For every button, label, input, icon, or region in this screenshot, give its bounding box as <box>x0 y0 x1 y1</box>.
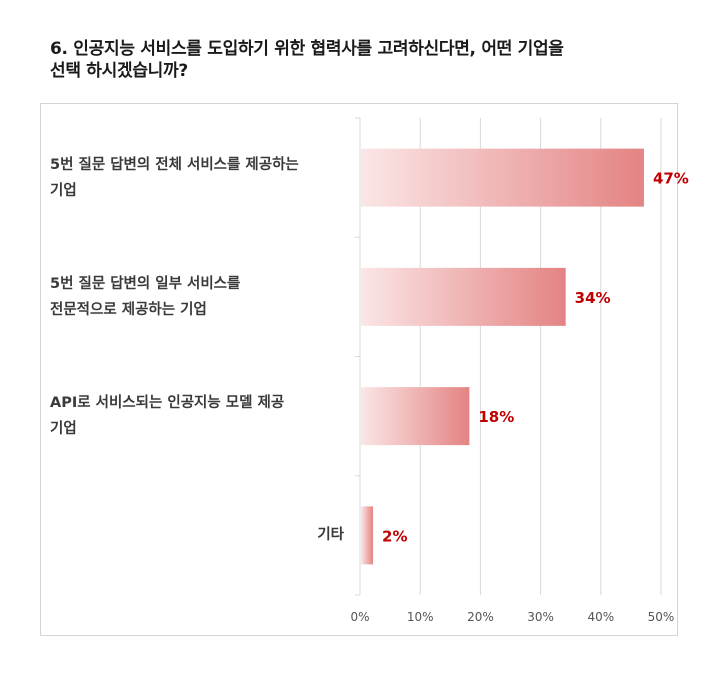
category-label-line: 기타 <box>317 527 344 544</box>
bar <box>361 387 470 446</box>
question-line-1: 6. 인공지능 서비스를 도입하기 위한 협력사를 고려하신다면, 어떤 기업을 <box>50 39 564 59</box>
x-tick-label: 20% <box>467 610 494 624</box>
bars <box>361 148 644 565</box>
x-axis-ticks: 0% 10% 20% 30% 40% 50% <box>350 610 674 624</box>
category-label: 기타 <box>50 522 344 548</box>
value-label: 34% <box>575 289 611 307</box>
question-title: 6. 인공지능 서비스를 도입하기 위한 협력사를 고려하신다면, 어떤 기업을… <box>50 38 690 82</box>
category-label-line: 기업 <box>50 421 77 438</box>
x-tick-label: 50% <box>648 610 675 624</box>
category-label-line: 전문적으로 제공하는 기업 <box>50 301 207 318</box>
bar <box>361 148 644 207</box>
category-label-line: 5번 질문 답변의 일부 서비스를 <box>50 275 241 292</box>
x-tick-label: 0% <box>350 610 369 624</box>
category-label-line: 5번 질문 답변의 전체 서비스를 제공하는 <box>50 156 299 173</box>
category-label-line: API로 서비스되는 인공지능 모델 제공 <box>50 395 285 412</box>
x-tick-label: 10% <box>407 610 434 624</box>
value-label: 2% <box>382 527 407 545</box>
x-tick-label: 30% <box>527 610 554 624</box>
bar <box>361 267 566 326</box>
value-label: 47% <box>653 170 689 188</box>
value-label: 18% <box>478 408 514 426</box>
category-label-line: 기업 <box>50 182 77 199</box>
question-line-2: 선택 하시겠습니까? <box>50 61 188 81</box>
value-labels: 47% 34% 18% 2% <box>382 170 689 546</box>
bar <box>361 506 374 565</box>
x-tick-label: 40% <box>587 610 614 624</box>
